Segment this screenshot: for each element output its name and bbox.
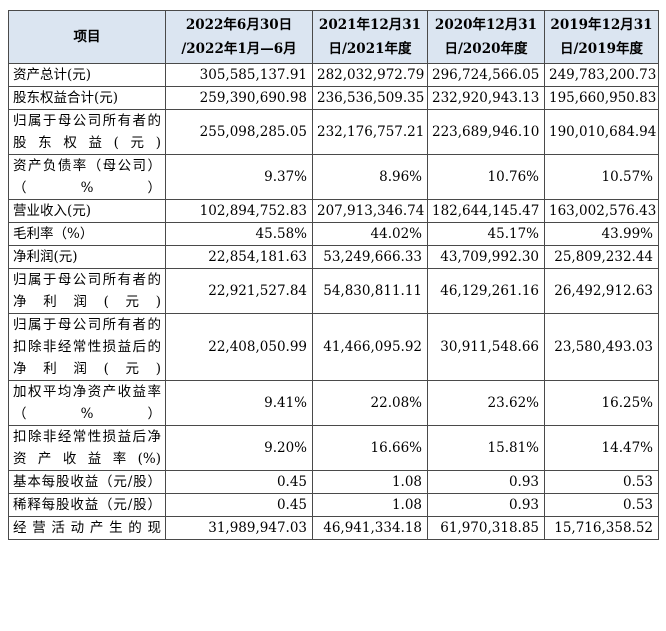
table-row: 经营活动产生的现 31,989,947.03 46,941,334.18 61,… xyxy=(8,516,659,540)
cell-value: 44.02% xyxy=(312,222,428,246)
table-row: 加权平均净资产收益率（%） 9.41% 22.08% 23.62% 16.25% xyxy=(8,380,659,426)
cell-value: 8.96% xyxy=(312,154,428,200)
table-row: 归属于母公司所有者的净利润(元) 22,921,527.84 54,830,81… xyxy=(8,268,659,314)
cell-value: 182,644,145.47 xyxy=(427,199,545,223)
row-label: 资产负债率（母公司）（%） xyxy=(8,154,166,200)
cell-value: 43.99% xyxy=(544,222,659,246)
table-row: 毛利率（%） 45.58% 44.02% 45.17% 43.99% xyxy=(8,222,659,246)
cell-value: 23.62% xyxy=(427,380,545,426)
cell-value: 45.58% xyxy=(165,222,313,246)
cell-value: 15,716,358.52 xyxy=(544,516,659,540)
table-row: 资产负债率（母公司）（%） 9.37% 8.96% 10.76% 10.57% xyxy=(8,154,659,200)
cell-value: 305,585,137.91 xyxy=(165,63,313,87)
financial-summary-table: 项目 2022年6月30日/2022年1月—6月 2021年12月31 日/202… xyxy=(8,10,659,540)
cell-value: 9.37% xyxy=(165,154,313,200)
table-header-row: 项目 2022年6月30日/2022年1月—6月 2021年12月31 日/202… xyxy=(8,10,659,64)
cell-value: 22,854,181.63 xyxy=(165,245,313,269)
cell-value: 25,809,232.44 xyxy=(544,245,659,269)
cell-value: 26,492,912.63 xyxy=(544,268,659,314)
cell-value: 1.08 xyxy=(312,493,428,517)
row-label: 经营活动产生的现 xyxy=(8,516,166,540)
row-label: 归属于母公司所有者的股东权益(元) xyxy=(8,109,166,155)
cell-value: 45.17% xyxy=(427,222,545,246)
cell-value: 0.53 xyxy=(544,470,659,494)
table-row: 稀释每股收益（元/股） 0.45 1.08 0.93 0.53 xyxy=(8,493,659,517)
cell-value: 31,989,947.03 xyxy=(165,516,313,540)
cell-value: 195,660,950.83 xyxy=(544,86,659,110)
cell-value: 259,390,690.98 xyxy=(165,86,313,110)
table-row: 归属于母公司所有者的扣除非经常性损益后的净利润(元) 22,408,050.99… xyxy=(8,313,659,381)
table-row: 净利润(元) 22,854,181.63 53,249,666.33 43,70… xyxy=(8,245,659,269)
header-item: 项目 xyxy=(8,10,166,64)
header-2021: 2021年12月31 日/2021年度 xyxy=(312,10,428,64)
row-label: 净利润(元) xyxy=(8,245,166,269)
cell-value: 30,911,548.66 xyxy=(427,313,545,381)
cell-value: 46,941,334.18 xyxy=(312,516,428,540)
row-label: 毛利率（%） xyxy=(8,222,166,246)
cell-value: 41,466,095.92 xyxy=(312,313,428,381)
header-2019: 2019年12月31 日/2019年度 xyxy=(544,10,659,64)
cell-value: 190,010,684.94 xyxy=(544,109,659,155)
row-label: 扣除非经常性损益后净资产收益率(%) xyxy=(8,425,166,471)
row-label: 营业收入(元) xyxy=(8,199,166,223)
cell-value: 0.93 xyxy=(427,493,545,517)
cell-value: 16.66% xyxy=(312,425,428,471)
cell-value: 53,249,666.33 xyxy=(312,245,428,269)
cell-value: 14.47% xyxy=(544,425,659,471)
table-row: 扣除非经常性损益后净资产收益率(%) 9.20% 16.66% 15.81% 1… xyxy=(8,425,659,471)
cell-value: 0.93 xyxy=(427,470,545,494)
row-label: 资产总计(元) xyxy=(8,63,166,87)
row-label: 归属于母公司所有者的扣除非经常性损益后的净利润(元) xyxy=(8,313,166,381)
cell-value: 10.57% xyxy=(544,154,659,200)
cell-value: 23,580,493.03 xyxy=(544,313,659,381)
row-label: 稀释每股收益（元/股） xyxy=(8,493,166,517)
cell-value: 223,689,946.10 xyxy=(427,109,545,155)
table-row: 资产总计(元) 305,585,137.91 282,032,972.79 29… xyxy=(8,63,659,87)
row-label: 归属于母公司所有者的净利润(元) xyxy=(8,268,166,314)
cell-value: 22,408,050.99 xyxy=(165,313,313,381)
cell-value: 102,894,752.83 xyxy=(165,199,313,223)
cell-value: 1.08 xyxy=(312,470,428,494)
cell-value: 232,176,757.21 xyxy=(312,109,428,155)
cell-value: 207,913,346.74 xyxy=(312,199,428,223)
header-2020: 2020年12月31 日/2020年度 xyxy=(427,10,545,64)
cell-value: 54,830,811.11 xyxy=(312,268,428,314)
cell-value: 22.08% xyxy=(312,380,428,426)
cell-value: 232,920,943.13 xyxy=(427,86,545,110)
table-row: 股东权益合计(元) 259,390,690.98 236,536,509.35 … xyxy=(8,86,659,110)
row-label: 基本每股收益（元/股） xyxy=(8,470,166,494)
cell-value: 61,970,318.85 xyxy=(427,516,545,540)
cell-value: 9.41% xyxy=(165,380,313,426)
cell-value: 15.81% xyxy=(427,425,545,471)
cell-value: 9.20% xyxy=(165,425,313,471)
cell-value: 10.76% xyxy=(427,154,545,200)
cell-value: 296,724,566.05 xyxy=(427,63,545,87)
cell-value: 43,709,992.30 xyxy=(427,245,545,269)
cell-value: 0.45 xyxy=(165,493,313,517)
cell-value: 282,032,972.79 xyxy=(312,63,428,87)
cell-value: 0.45 xyxy=(165,470,313,494)
cell-value: 22,921,527.84 xyxy=(165,268,313,314)
table-row: 基本每股收益（元/股） 0.45 1.08 0.93 0.53 xyxy=(8,470,659,494)
row-label: 加权平均净资产收益率（%） xyxy=(8,380,166,426)
table-row: 营业收入(元) 102,894,752.83 207,913,346.74 18… xyxy=(8,199,659,223)
row-label: 股东权益合计(元) xyxy=(8,86,166,110)
header-2022h1: 2022年6月30日/2022年1月—6月 xyxy=(165,10,313,64)
table-row: 归属于母公司所有者的股东权益(元) 255,098,285.05 232,176… xyxy=(8,109,659,155)
cell-value: 16.25% xyxy=(544,380,659,426)
cell-value: 0.53 xyxy=(544,493,659,517)
cell-value: 46,129,261.16 xyxy=(427,268,545,314)
cell-value: 249,783,200.73 xyxy=(544,63,659,87)
cell-value: 255,098,285.05 xyxy=(165,109,313,155)
cell-value: 236,536,509.35 xyxy=(312,86,428,110)
cell-value: 163,002,576.43 xyxy=(544,199,659,223)
